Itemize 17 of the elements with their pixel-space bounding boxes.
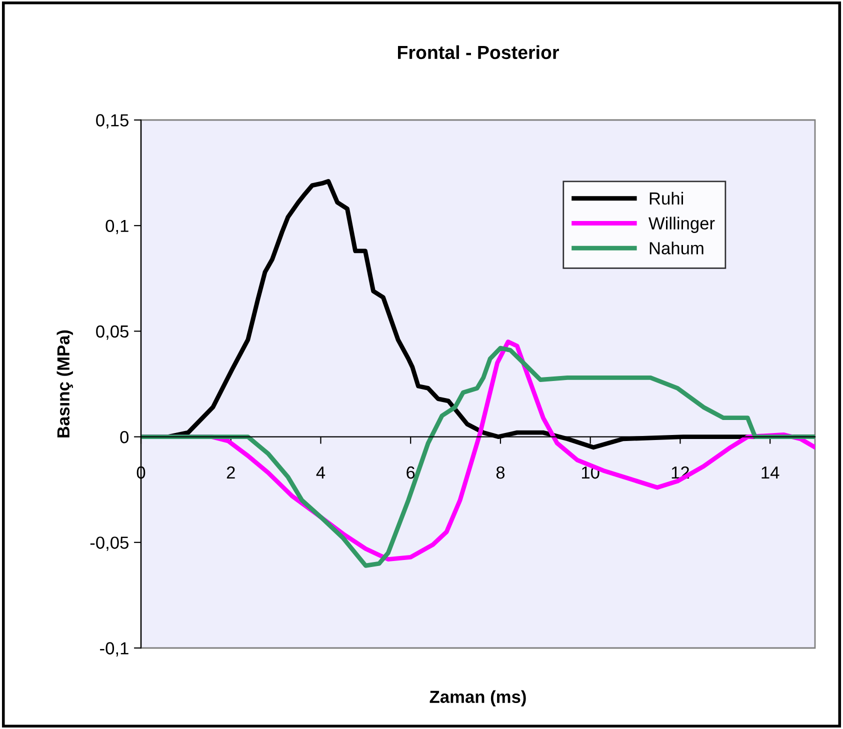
x-tick-label: 2 — [226, 466, 235, 479]
x-tick-label: 4 — [316, 466, 326, 479]
x-tick-label: 6 — [406, 466, 415, 479]
y-tick-label: -0,05 — [90, 536, 128, 551]
y-axis-title: Basınç (MPa) — [56, 330, 73, 438]
x-tick-label: 8 — [496, 466, 505, 479]
y-tick-label: 0,05 — [96, 325, 128, 340]
legend-label: Nahum — [650, 242, 704, 254]
chart-title: Frontal - Posterior — [398, 45, 559, 60]
y-tick-label: 0 — [120, 430, 129, 444]
x-axis-title: Zaman (ms) — [430, 690, 526, 706]
legend-label: Willinger — [648, 216, 715, 233]
y-tick-label: 0,15 — [96, 114, 128, 129]
y-tick-label: -0,1 — [100, 642, 128, 657]
y-tick-label: 0,1 — [106, 220, 128, 234]
legend-label: Ruhi — [650, 192, 683, 205]
x-tick-label: 14 — [762, 466, 780, 479]
